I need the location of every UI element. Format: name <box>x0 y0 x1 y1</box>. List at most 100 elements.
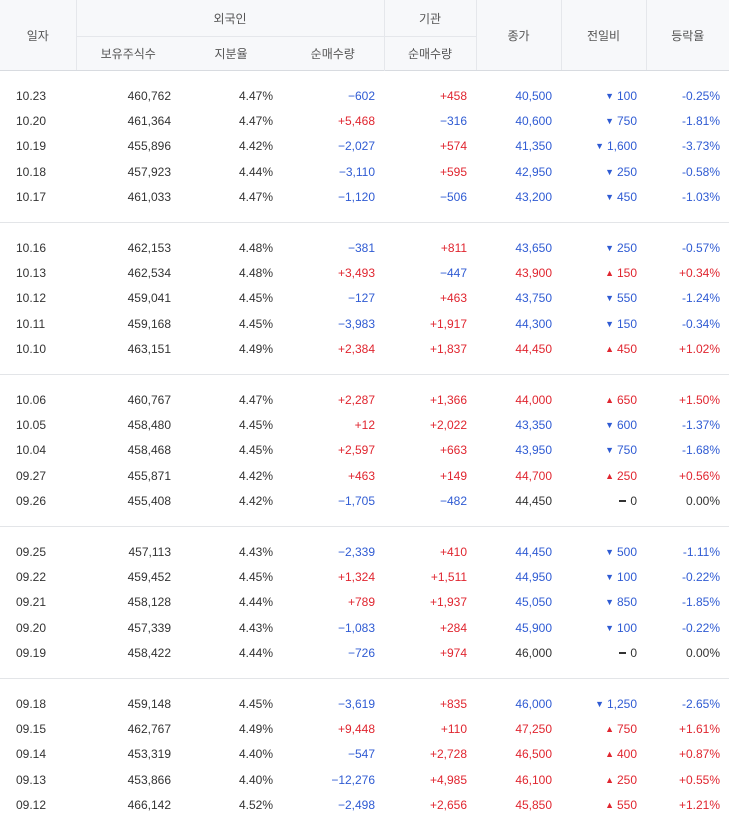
cell-holdings: 458,468 <box>127 443 171 458</box>
cell-foreign-net: −12,276 <box>331 772 376 787</box>
table-row: 09.12 466,142 4.52% −2,498 +2,656 45,850 ▲ 550 +… <box>0 792 729 817</box>
up-triangle-icon: ▲ <box>605 394 614 405</box>
cell-share: 4.45% <box>238 316 273 331</box>
change-value: 1,250 <box>607 696 638 711</box>
down-triangle-icon: ▼ <box>595 698 604 709</box>
table-row: 09.27 455,871 4.42% +463 +149 44,700 ▲ 250 +0.56… <box>0 463 729 488</box>
cell-change: ▲ 650 <box>561 387 646 412</box>
table-row: 09.25 457,113 4.43% −2,339 +410 44,450 ▼ 500 -1.… <box>0 539 729 564</box>
cell-institution-net: −482 <box>440 494 468 509</box>
cell-share: 4.47% <box>238 114 273 129</box>
down-triangle-icon: ▼ <box>605 597 614 608</box>
cell-date: 10.19 <box>16 139 47 154</box>
cell-change: ▼ 750 <box>561 438 646 463</box>
cell-share: 4.42% <box>238 494 273 509</box>
cell-close: 45,900 <box>515 620 553 635</box>
cell-foreign-net: +1,324 <box>337 569 376 584</box>
table-row: 10.23 460,762 4.47% −602 +458 40,500 ▼ 100 -0.25… <box>0 83 729 108</box>
cell-date: 09.25 <box>16 544 47 559</box>
cell-foreign-net: −3,619 <box>337 696 376 711</box>
table-header: 일자 외국인 기관 종가 전일비 등락율 보유주식수 지분율 순매수량 순매수량 <box>0 0 729 71</box>
cell-institution-net: +1,937 <box>429 595 468 610</box>
cell-share: 4.45% <box>238 417 273 432</box>
down-triangle-icon: ▼ <box>595 141 604 152</box>
cell-share: 4.49% <box>238 721 273 736</box>
cell-change: ▼ 450 <box>561 185 646 210</box>
cell-holdings: 457,923 <box>127 164 171 179</box>
cell-rate: -3.73% <box>682 139 721 154</box>
cell-date: 09.20 <box>16 620 47 635</box>
header-institution: 기관 <box>383 0 477 37</box>
header-change: 전일비 <box>560 0 647 71</box>
cell-close: 43,650 <box>515 240 553 255</box>
cell-holdings: 461,364 <box>127 114 171 129</box>
cell-holdings: 460,762 <box>127 88 171 103</box>
table-row: 09.26 455,408 4.42% −1,705 −482 44,450 0 0.00% <box>0 488 729 513</box>
cell-rate: +0.87% <box>678 747 721 762</box>
cell-rate: -2.65% <box>682 696 721 711</box>
group-spacer <box>0 374 729 387</box>
change-value: 250 <box>617 772 638 787</box>
cell-foreign-net: −547 <box>348 747 376 762</box>
cell-institution-net: +663 <box>440 443 468 458</box>
group-divider <box>0 818 729 830</box>
table-row: 10.17 461,033 4.47% −1,120 −506 43,200 ▼ 450 -1.… <box>0 185 729 210</box>
cell-change: ▼ 150 <box>561 311 646 336</box>
cell-close: 45,850 <box>515 798 553 813</box>
cell-rate: +1.50% <box>678 392 721 407</box>
change-value: 100 <box>617 88 638 103</box>
flat-dash-icon <box>619 500 627 503</box>
cell-rate: -1.11% <box>682 544 721 559</box>
cell-close: 46,100 <box>515 772 553 787</box>
cell-foreign-net: +5,468 <box>337 114 376 129</box>
cell-institution-net: +2,022 <box>429 417 468 432</box>
cell-institution-net: +1,511 <box>430 569 468 584</box>
cell-rate: +0.34% <box>678 266 721 281</box>
cell-rate: +0.55% <box>678 772 721 787</box>
cell-share: 4.44% <box>238 646 273 661</box>
cell-change: ▼ 1,600 <box>561 134 646 159</box>
cell-change: ▼ 500 <box>561 539 646 564</box>
cell-foreign-net: +463 <box>348 468 376 483</box>
table-row: 10.16 462,153 4.48% −381 +811 43,650 ▼ 250 -0.57… <box>0 235 729 260</box>
cell-share: 4.42% <box>238 468 273 483</box>
cell-date: 09.26 <box>16 494 47 509</box>
table-row: 10.19 455,896 4.42% −2,027 +574 41,350 ▼ 1,600 -… <box>0 134 729 159</box>
cell-rate: +1.21% <box>678 798 721 813</box>
cell-holdings: 463,151 <box>127 342 171 357</box>
cell-rate: +1.61% <box>678 721 721 736</box>
down-triangle-icon: ▼ <box>605 166 614 177</box>
cell-foreign-net: −2,339 <box>337 544 376 559</box>
cell-close: 46,500 <box>515 747 553 762</box>
cell-change: ▼ 100 <box>561 615 646 640</box>
cell-change: ▲ 450 <box>561 337 646 362</box>
cell-date: 09.22 <box>16 569 47 584</box>
cell-change: ▼ 550 <box>561 286 646 311</box>
cell-institution-net: +574 <box>440 139 468 154</box>
table-row: 10.18 457,923 4.44% −3,110 +595 42,950 ▼ 250 -0.… <box>0 159 729 184</box>
cell-holdings: 459,148 <box>127 696 171 711</box>
cell-change: ▼ 100 <box>561 83 646 108</box>
cell-share: 4.43% <box>238 620 273 635</box>
cell-holdings: 453,319 <box>127 747 171 762</box>
group-divider <box>0 513 729 527</box>
cell-share: 4.48% <box>238 266 273 281</box>
header-share: 지분율 <box>180 36 282 71</box>
change-value: 600 <box>617 417 638 432</box>
cell-rate: -0.25% <box>682 88 721 103</box>
up-triangle-icon: ▲ <box>605 344 614 355</box>
table-row: 09.13 453,866 4.40% −12,276 +4,985 46,100 ▲ 250… <box>0 767 729 792</box>
cell-institution-net: +2,656 <box>429 798 468 813</box>
up-triangle-icon: ▲ <box>605 749 614 760</box>
table-row: 10.04 458,468 4.45% +2,597 +663 43,950 ▼ 750 -1.… <box>0 438 729 463</box>
down-triangle-icon: ▼ <box>605 116 614 127</box>
down-triangle-icon: ▼ <box>605 571 614 582</box>
cell-date: 09.15 <box>16 721 47 736</box>
cell-foreign-net: +2,287 <box>337 392 376 407</box>
cell-rate: -0.34% <box>682 316 721 331</box>
up-triangle-icon: ▲ <box>605 723 614 734</box>
cell-rate: +1.02% <box>678 342 721 357</box>
cell-close: 45,050 <box>515 595 553 610</box>
cell-change: ▼ 600 <box>561 412 646 437</box>
cell-institution-net: −506 <box>440 190 468 205</box>
